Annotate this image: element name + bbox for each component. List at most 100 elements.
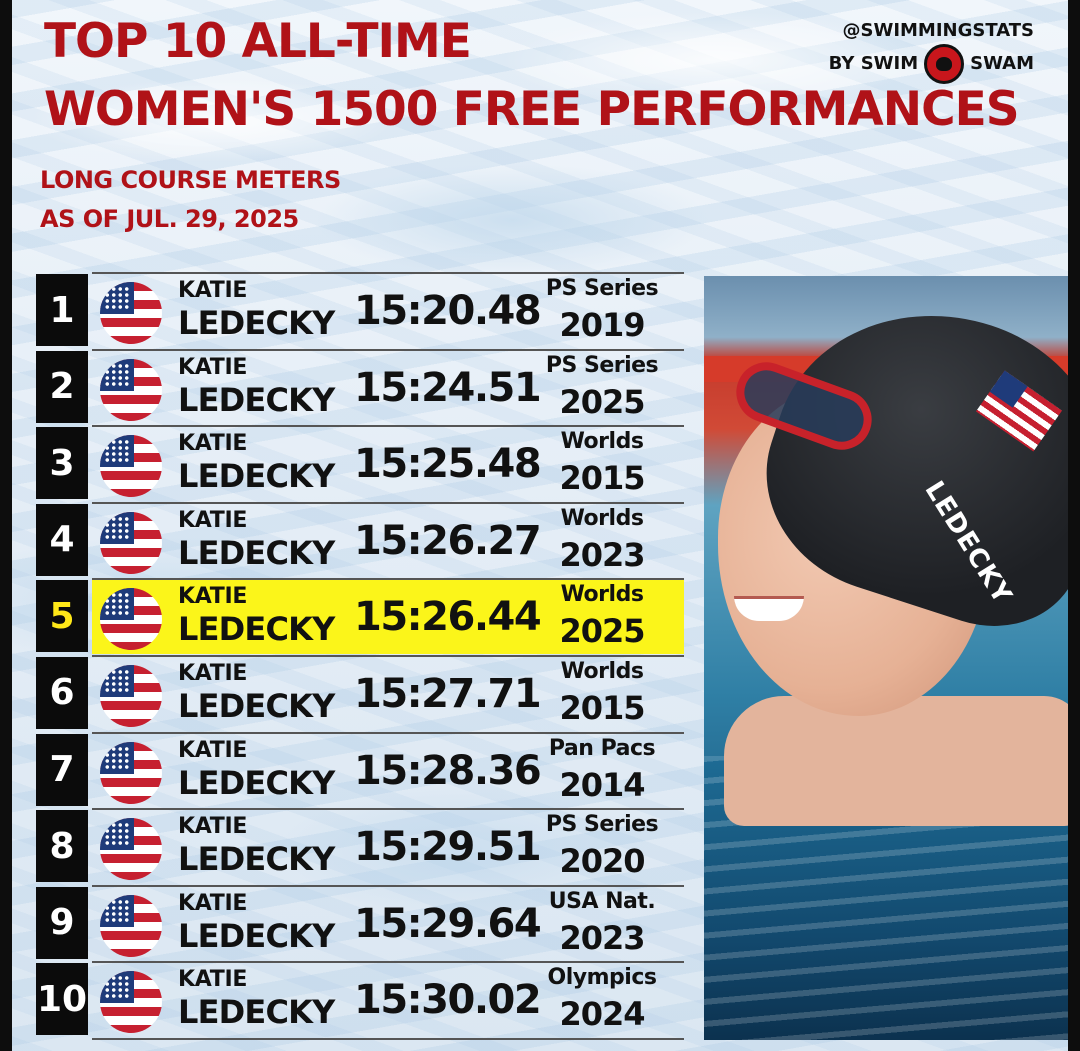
table-row: 9 KATIE LEDECKY 15:29.64 USA Nat. 2023 xyxy=(36,884,684,962)
swimmer-first-name: KATIE xyxy=(178,278,248,303)
swimmer-last-name: LEDECKY xyxy=(178,763,335,802)
meet-name: USA Nat. xyxy=(548,888,656,914)
meet-year: 2025 xyxy=(559,612,645,651)
row-cell: KATIE LEDECKY 15:25.48 Worlds 2015 xyxy=(92,425,684,501)
row-cell: KATIE LEDECKY 15:28.36 Pan Pacs 2014 xyxy=(92,731,684,808)
title-line-1: TOP 10 ALL-TIME xyxy=(44,14,472,69)
rank-number: 4 xyxy=(36,503,88,576)
athlete-photo: LEDECKY xyxy=(704,276,1068,1040)
usa-flag-icon xyxy=(100,741,162,804)
row-cell: KATIE LEDECKY 15:20.48 PS Series 2019 xyxy=(92,272,684,348)
swim-time: 15:24.51 xyxy=(354,364,542,411)
meet-year: 2024 xyxy=(559,995,645,1034)
table-row: 10 KATIE LEDECKY 15:30.02 Olympics 2024 xyxy=(36,961,684,1038)
meet-year: 2014 xyxy=(559,765,645,804)
row-cell: KATIE LEDECKY 15:27.71 Worlds 2015 xyxy=(92,654,684,731)
brand-block: @SWIMMINGSTATS BY SWIM SWAM xyxy=(829,18,1034,84)
row-cell: KATIE LEDECKY 15:24.51 PS Series 2025 xyxy=(92,348,684,425)
meet-year: 2025 xyxy=(559,382,645,421)
table-row: 6 KATIE LEDECKY 15:27.71 Worlds 2015 xyxy=(36,654,684,732)
meet-year: 2020 xyxy=(559,842,645,881)
swim-time: 15:29.64 xyxy=(354,900,542,947)
swimmer-first-name: KATIE xyxy=(178,737,248,763)
meet-year: 2015 xyxy=(559,459,645,498)
meet-name: Worlds xyxy=(560,429,644,455)
table-row: 5 KATIE LEDECKY 15:26.44 Worlds 2025 xyxy=(36,578,684,655)
meet-name: Worlds xyxy=(560,505,644,531)
title-line-2: WOMEN'S 1500 FREE PERFORMANCES xyxy=(44,82,1020,137)
swimmer-last-name: LEDECKY xyxy=(178,304,335,342)
swimmer-last-name: LEDECKY xyxy=(178,840,335,879)
rank-number: 3 xyxy=(36,427,88,500)
athlete-arms xyxy=(724,696,1068,826)
swim-time: 15:30.02 xyxy=(354,977,542,1024)
meet-name: Pan Pacs xyxy=(548,735,656,761)
usa-flag-icon xyxy=(100,971,162,1034)
meet-name: PS Series xyxy=(545,352,659,378)
brand-byline: BY SWIM SWAM xyxy=(829,44,1034,84)
swimmer-last-name: LEDECKY xyxy=(178,993,335,1032)
swimmer-last-name: LEDECKY xyxy=(178,533,335,572)
row-cell: KATIE LEDECKY 15:29.64 USA Nat. 2023 xyxy=(92,884,684,961)
usa-flag-icon xyxy=(100,818,162,881)
rank-number: 10 xyxy=(36,963,88,1036)
subtitle-course: LONG COURSE METERS xyxy=(40,166,341,194)
swimmer-first-name: KATIE xyxy=(178,660,248,686)
swimmer-first-name: KATIE xyxy=(178,507,248,533)
usa-flag-icon xyxy=(100,511,162,574)
usa-flag-icon xyxy=(100,282,162,344)
table-row: 4 KATIE LEDECKY 15:26.27 Worlds 2023 xyxy=(36,501,684,579)
table-row: 2 KATIE LEDECKY 15:24.51 PS Series 2025 xyxy=(36,348,684,426)
table-row: 7 KATIE LEDECKY 15:28.36 Pan Pacs 2014 xyxy=(36,731,684,809)
swimmer-first-name: KATIE xyxy=(178,584,248,610)
row-cell: KATIE LEDECKY 15:26.44 Worlds 2025 xyxy=(92,578,684,655)
swim-time: 15:25.48 xyxy=(354,441,542,488)
usa-flag-icon xyxy=(100,358,162,421)
swim-time: 15:20.48 xyxy=(354,288,542,334)
athlete-smile xyxy=(734,596,804,621)
usa-flag-icon xyxy=(100,435,162,498)
swim-time: 15:26.44 xyxy=(354,594,542,641)
row-cell: KATIE LEDECKY 15:30.02 Olympics 2024 xyxy=(92,961,684,1037)
swimmer-last-name: LEDECKY xyxy=(178,686,335,725)
swimmer-first-name: KATIE xyxy=(178,890,248,916)
swimmer-last-name: LEDECKY xyxy=(178,457,335,496)
rank-number: 8 xyxy=(36,810,88,883)
meet-name: Worlds xyxy=(560,582,644,608)
usa-flag-icon xyxy=(100,894,162,957)
row-cell: KATIE LEDECKY 15:26.27 Worlds 2023 xyxy=(92,501,684,578)
usa-flag-icon xyxy=(100,664,162,727)
meet-year: 2023 xyxy=(559,918,645,957)
swim-time: 15:26.27 xyxy=(354,517,542,564)
rank-number: 9 xyxy=(36,886,88,959)
swimmer-first-name: KATIE xyxy=(178,354,248,380)
swimmer-last-name: LEDECKY xyxy=(178,916,335,955)
rank-number: 7 xyxy=(36,733,88,806)
table-row: 1 KATIE LEDECKY 15:20.48 PS Series 2019 xyxy=(36,272,684,349)
rank-number: 1 xyxy=(36,274,88,346)
row-cell: KATIE LEDECKY 15:29.51 PS Series 2020 xyxy=(92,808,684,884)
swim-time: 15:28.36 xyxy=(354,747,542,794)
meet-year: 2019 xyxy=(559,306,645,344)
rank-number: 2 xyxy=(36,350,88,423)
table-row: 3 KATIE LEDECKY 15:25.48 Worlds 2015 xyxy=(36,425,684,502)
table-row: 8 KATIE LEDECKY 15:29.51 PS Series 2020 xyxy=(36,808,684,885)
meet-name: PS Series xyxy=(545,812,659,838)
meet-name: Olympics xyxy=(547,965,657,991)
rank-number: 6 xyxy=(36,656,88,729)
swimmer-last-name: LEDECKY xyxy=(178,380,335,419)
brand-by: BY SWIM xyxy=(828,53,919,74)
swim-time: 15:29.51 xyxy=(354,824,542,871)
subtitle-date: AS OF JUL. 29, 2025 xyxy=(40,205,299,233)
usa-flag-icon xyxy=(100,588,162,651)
swimmer-first-name: KATIE xyxy=(178,967,248,993)
meet-name: PS Series xyxy=(545,276,659,301)
graphic-background: TOP 10 ALL-TIME WOMEN'S 1500 FREE PERFOR… xyxy=(12,0,1068,1051)
swimswam-logo-icon xyxy=(924,44,965,84)
meet-name: Worlds xyxy=(560,658,644,684)
meet-year: 2023 xyxy=(559,535,645,574)
brand-handle: @SWIMMINGSTATS xyxy=(842,20,1035,41)
rankings-table: 1 KATIE LEDECKY 15:20.48 PS Series 2019 2 KATIE… xyxy=(36,272,684,1038)
brand-name: SWAM xyxy=(970,53,1034,74)
swimmer-last-name: LEDECKY xyxy=(178,610,335,649)
